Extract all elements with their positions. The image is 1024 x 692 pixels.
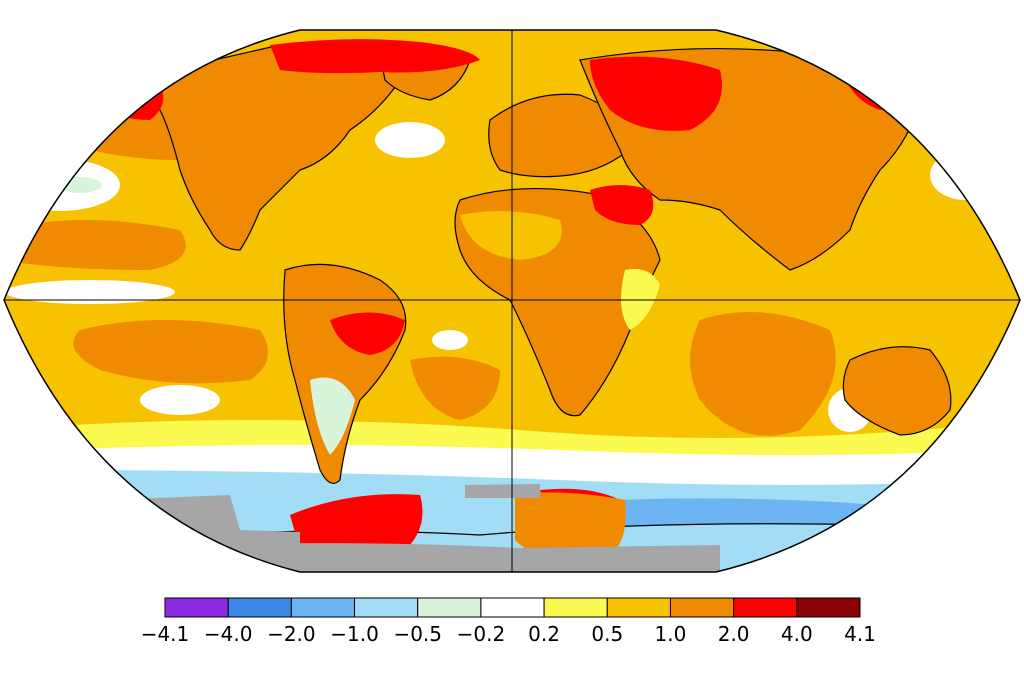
legend-tick-label: −4.0 xyxy=(204,622,253,646)
legend-tick-label: 2.0 xyxy=(718,622,750,646)
legend-tick-label: 4.1 xyxy=(844,622,876,646)
color-scale-legend: −4.1 −4.0 −2.0 −1.0 −0.5 −0.2 0.2 0.5 1.0 2.0 4.0 4… xyxy=(141,597,876,646)
legend-tick-label: −0.5 xyxy=(393,622,442,646)
warm-band-indian-ocean xyxy=(690,312,836,436)
legend-tick-label: 1.0 xyxy=(655,622,687,646)
legend-swatch xyxy=(354,597,419,618)
cool-region-argentina xyxy=(310,377,355,455)
cool-patch-equatorial-pacific xyxy=(5,280,175,304)
legend-tick-label: −1.0 xyxy=(330,622,379,646)
hot-region-arctic-canada xyxy=(270,39,480,74)
hot-region-antarctic-peninsula xyxy=(290,494,423,557)
legend-swatch xyxy=(796,597,861,618)
hot-region-middle-east xyxy=(590,185,654,225)
mild-region-west-africa xyxy=(460,211,562,260)
warm-region-antarctica-atlantic xyxy=(515,492,626,561)
land-australia xyxy=(842,346,952,436)
hot-region-siberia-west xyxy=(590,56,722,131)
hot-region-alaska xyxy=(90,84,164,120)
legend-tick-label: 4.0 xyxy=(781,622,813,646)
cool-patch-north-pacific-east xyxy=(930,150,1000,200)
legend-swatch xyxy=(606,597,671,618)
missing-data-weddell-sea xyxy=(465,484,540,498)
warm-band-south-atlantic xyxy=(410,356,500,420)
warm-band-south-pacific xyxy=(73,320,268,384)
legend-swatch xyxy=(669,597,735,618)
legend-swatch xyxy=(480,597,545,618)
legend-tick-label: −0.2 xyxy=(457,622,506,646)
legend-tick-label: 0.2 xyxy=(528,622,560,646)
legend-swatch xyxy=(417,597,482,618)
map-border xyxy=(3,29,1021,573)
cool-patch-south-atlantic xyxy=(432,330,468,350)
cool-patch-south-pacific xyxy=(140,385,220,415)
legend-swatch xyxy=(227,597,292,618)
warm-band-east-pacific xyxy=(4,220,186,270)
legend-tick-label: −4.1 xyxy=(141,622,190,646)
legend-swatch xyxy=(543,597,608,618)
land-europe xyxy=(488,93,641,178)
legend-tick-label: −2.0 xyxy=(267,622,316,646)
legend-swatch xyxy=(733,597,798,618)
legend-swatch xyxy=(290,597,356,618)
hot-region-brazil xyxy=(330,312,405,355)
cool-patch-north-pacific-core xyxy=(58,177,102,193)
world-map xyxy=(3,29,1021,573)
cool-patch-north-atlantic xyxy=(375,122,445,158)
legend-tick-label: 0.5 xyxy=(591,622,623,646)
missing-data-antarctic-coast xyxy=(210,543,720,572)
legend-swatch xyxy=(164,597,229,618)
